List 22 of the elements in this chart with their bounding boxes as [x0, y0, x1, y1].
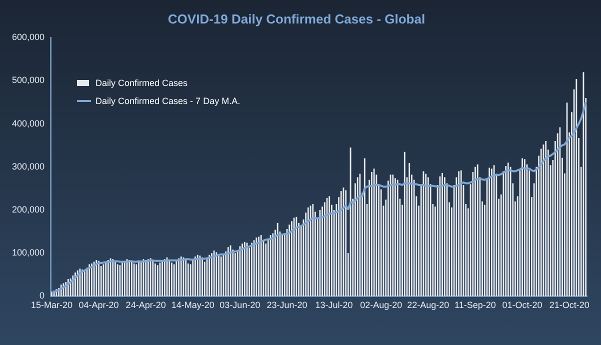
x-tick-label: 24-Apr-20 [126, 300, 166, 310]
y-tick-label: 500,000 [12, 75, 45, 86]
x-tick-label: 04-Apr-20 [78, 300, 119, 310]
x-tick-label: 15-Mar-20 [30, 300, 72, 310]
x-tick-label: 01-Oct-20 [502, 300, 542, 310]
y-tick-label: 300,000 [12, 161, 45, 172]
x-tick-label: 22-Aug-20 [407, 300, 450, 310]
y-tick-label: 200,000 [12, 204, 45, 214]
chart-title: COVID-19 Daily Confirmed Cases - Global [168, 11, 426, 26]
x-tick-label: 23-Jun-20 [266, 300, 308, 310]
x-tick-label: 02-Aug-20 [360, 300, 402, 310]
legend-label: Daily Confirmed Cases - 7 Day M.A. [96, 94, 240, 108]
x-tick-label: 14-May-20 [171, 300, 214, 310]
y-tick-label: 100,000 [12, 248, 45, 258]
x-tick-label: 21-Oct-20 [549, 300, 590, 310]
legend-label: Daily Confirmed Cases [96, 76, 188, 90]
x-tick-label: 11-Sep-20 [454, 300, 496, 310]
x-tick-label: 03-Jun-20 [220, 300, 260, 310]
x-tick-label: 13-Jul-20 [315, 300, 353, 310]
y-tick-label: 0 [40, 290, 45, 301]
y-tick-label: 400,000 [12, 118, 45, 128]
y-tick-label: 600,000 [12, 32, 45, 42]
